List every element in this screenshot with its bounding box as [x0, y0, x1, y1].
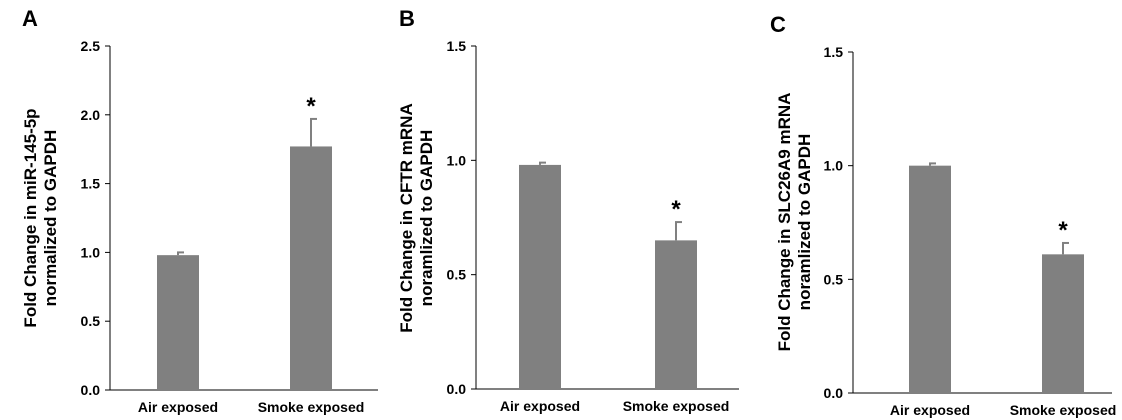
category-label-a: Smoke exposed [258, 399, 365, 415]
y-tick-label-a: 0.5 [81, 313, 101, 329]
category-label-c: Smoke exposed [1010, 402, 1117, 418]
category-label-a: Air exposed [138, 399, 218, 415]
y-tick-label-a: 0.0 [81, 382, 101, 398]
y-axis-label-b: Fold Change in CFTR mRNA [397, 103, 416, 332]
y-tick-label-a: 1.0 [81, 244, 101, 260]
y-tick-label-c: 0.0 [824, 385, 844, 401]
y-tick-label-b: 0.0 [447, 381, 467, 397]
bar-a-air [157, 255, 199, 390]
y-tick-label-a: 2.0 [81, 107, 101, 123]
panel-label-a: A [22, 6, 38, 31]
category-label-c: Air exposed [890, 402, 970, 418]
bar-a-smoke [290, 146, 332, 390]
bar-b-smoke [655, 240, 697, 389]
significance-star-c: * [1058, 217, 1068, 244]
category-label-b: Air exposed [500, 398, 580, 414]
panel-label-c: C [770, 12, 786, 37]
significance-star-a: * [306, 93, 316, 120]
y-tick-label-b: 0.5 [447, 267, 467, 283]
bar-c-smoke [1042, 254, 1084, 393]
y-tick-label-c: 1.0 [824, 158, 844, 174]
y-tick-label-a: 1.5 [81, 176, 101, 192]
y-axis-label-c: Fold Change in SLC26A9 mRNA [775, 93, 794, 352]
bar-b-air [519, 164, 561, 389]
category-label-b: Smoke exposed [623, 398, 730, 414]
y-axis-label-a: normalized to GAPDH [41, 130, 60, 307]
panel-c: C 0.0 0.5 1.0 1.5 Air exposed * Smoke exposed Fo… [770, 12, 1116, 418]
panel-label-b: B [399, 6, 415, 31]
y-tick-label-a: 2.5 [81, 38, 101, 54]
y-tick-label-b: 1.5 [447, 38, 467, 54]
y-axis-label-b: noramlized to GAPDH [417, 130, 436, 307]
y-axis-label-c: noramlized to GAPDH [795, 134, 814, 311]
significance-star-b: * [671, 196, 681, 223]
y-axis-label-a: Fold Change in miR-145-5p [21, 108, 40, 327]
panel-b: B 0.0 0.5 1.0 1.5 Air exposed * Smoke exposed Fo… [397, 6, 739, 414]
y-tick-label-c: 0.5 [824, 271, 844, 287]
y-tick-label-c: 1.5 [824, 44, 844, 60]
panel-a: A 0.0 0.5 1.0 1.5 2.0 2.5 Air exposed * Smoke exp… [21, 6, 378, 415]
y-tick-label-b: 1.0 [447, 152, 467, 168]
bar-c-air [909, 165, 951, 393]
